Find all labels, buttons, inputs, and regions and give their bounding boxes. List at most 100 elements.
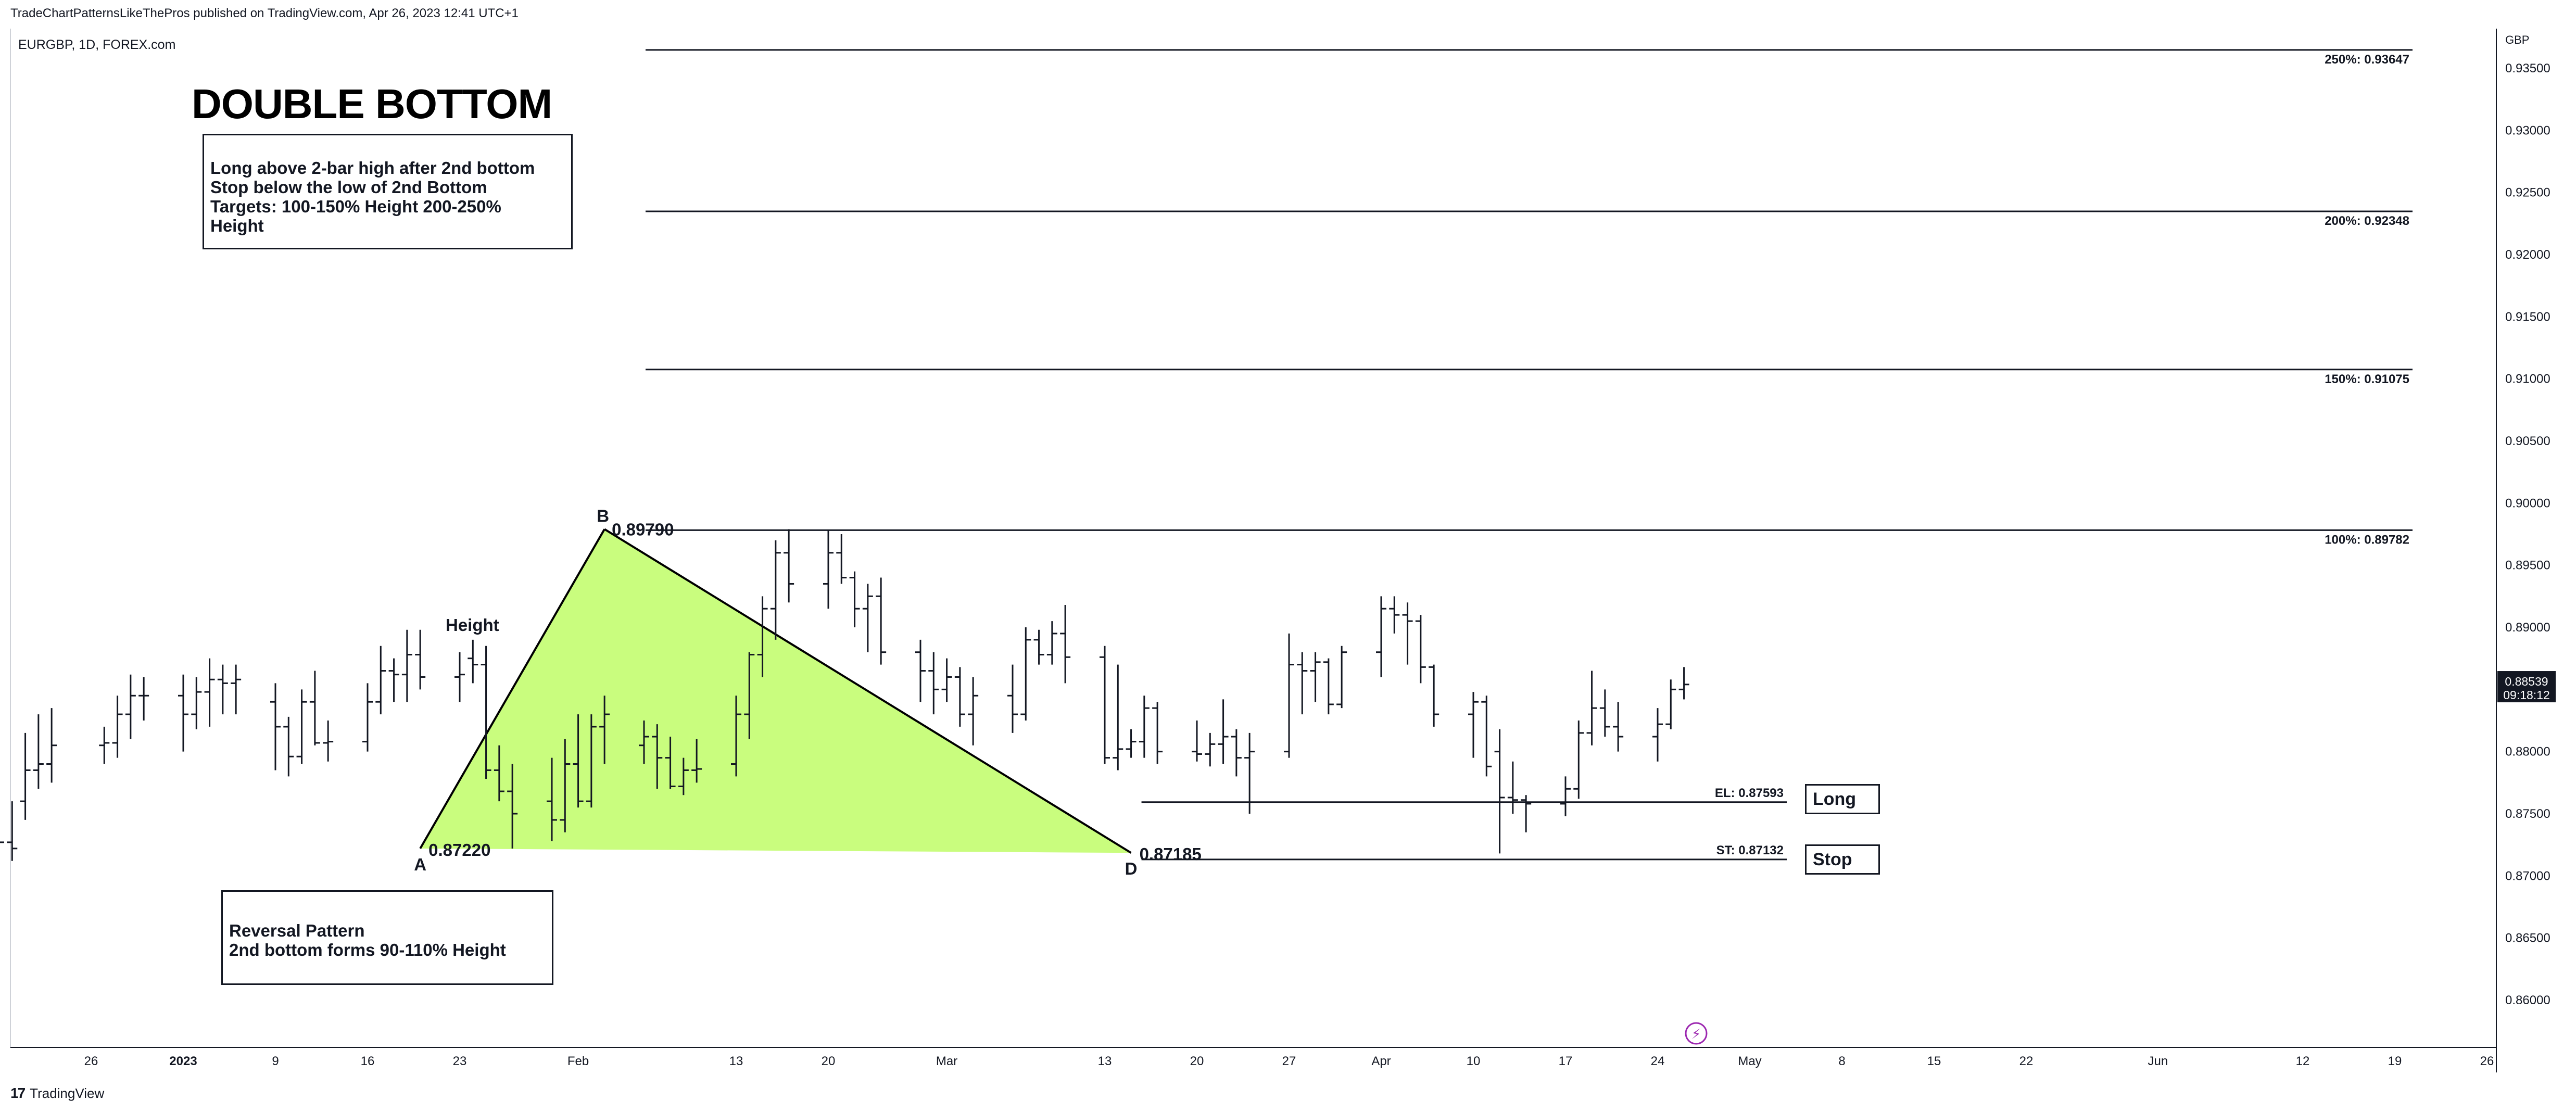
price-tick-label: 0.92000 (2505, 248, 2550, 262)
time-tick-label: 16 (361, 1054, 375, 1068)
ohlc-bar (1599, 689, 1610, 737)
ohlc-bar (1139, 696, 1150, 758)
reversal-line-2: 2nd bottom forms 90-110% Height (229, 940, 506, 959)
ohlc-bar (1481, 696, 1492, 777)
time-tick-label: 20 (822, 1054, 836, 1068)
ohlc-bar (862, 584, 873, 652)
ohlc-bar (599, 696, 610, 764)
time-tick-label: Feb (567, 1054, 589, 1068)
ohlc-bar (1284, 633, 1294, 758)
time-tick-label: May (1738, 1054, 1761, 1068)
ohlc-bar (178, 674, 188, 752)
last-price-value: 0.88539 (2505, 675, 2548, 688)
reversal-note-box[interactable]: Reversal Pattern 2nd bottom forms 90-110… (221, 890, 553, 985)
ohlc-bar (1678, 667, 1689, 700)
ohlc-bar (1376, 596, 1386, 677)
double-bottom-pattern-area (420, 529, 1131, 853)
ohlc-bar (639, 721, 649, 764)
target-level-label: 200%: 0.92348 (2325, 214, 2409, 228)
tradingview-brand: TradingView (30, 1085, 105, 1101)
price-tick-label: 0.86000 (2505, 993, 2550, 1007)
ohlc-bar (362, 683, 373, 752)
time-tick-label: 15 (1927, 1054, 1941, 1068)
price-tick-label: 0.91000 (2505, 372, 2550, 386)
ohlc-bar (468, 639, 478, 684)
point-a-label: A (414, 855, 426, 874)
ohlc-bar (1468, 692, 1479, 758)
time-tick-label: 13 (729, 1054, 743, 1068)
ohlc-bar (112, 696, 123, 758)
ohlc-bar (665, 737, 676, 789)
ohlc-bar (757, 596, 768, 677)
ohlc-bar (784, 529, 794, 603)
ohlc-bar (744, 652, 755, 739)
reversal-line-1: Reversal Pattern (229, 921, 365, 940)
time-axis[interactable]: 26 2023 9 16 23 Feb 13 20 Mar 13 20 27 Apr 10 17 24 May 8… (84, 1054, 2494, 1068)
ohlc-bar (1389, 596, 1400, 634)
ohlc-bar (1033, 629, 1044, 665)
point-d-price: 0.87185 (1140, 844, 1202, 864)
time-tick-label: 9 (272, 1054, 279, 1068)
time-tick-label: 20 (1190, 1054, 1204, 1068)
ohlc-bar (691, 739, 702, 783)
time-tick-label: 13 (1098, 1054, 1112, 1068)
ohlc-bar (678, 757, 689, 795)
price-tick-label: 0.89000 (2505, 621, 2550, 635)
ohlc-bar (652, 724, 663, 789)
ohlc-bar (1586, 671, 1597, 745)
ohlc-bar (1652, 708, 1663, 762)
time-tick-label: 22 (2019, 1054, 2034, 1068)
target-level-label: 100%: 0.89782 (2325, 533, 2409, 547)
ohlc-bar (191, 677, 202, 729)
ohlc-bar (415, 629, 426, 690)
ohlc-bar (323, 721, 334, 762)
ohlc-bar (1402, 602, 1413, 665)
time-tick-label: 10 (1467, 1054, 1481, 1068)
ohlc-bar (1297, 652, 1308, 715)
rules-line-1: Long above 2-bar high after 2nd bottom (210, 158, 535, 178)
price-tick-label: 0.93000 (2505, 123, 2550, 137)
ohlc-bar (573, 714, 584, 808)
entry-stop-lines: EL: 0.87593 ST: 0.87132 (1141, 786, 1787, 861)
ohlc-bar (1126, 729, 1137, 758)
entry-level-label: ST: 0.87132 (1716, 843, 1784, 857)
stop-tag[interactable]: Stop (1805, 844, 1880, 875)
alert-glyph: ⚡ (1691, 1026, 1701, 1042)
alert-icon[interactable]: ⚡ (1685, 1022, 1708, 1045)
ohlc-bar (547, 757, 557, 841)
time-tick-label: 12 (2296, 1054, 2310, 1068)
time-tick-label: 27 (1282, 1054, 1296, 1068)
target-level-lines: 250%: 0.93647 200%: 0.92348 150%: 0.91075 1… (646, 49, 2413, 547)
ohlc-bar (138, 677, 149, 721)
currency-label: GBP (2505, 33, 2529, 46)
rules-line-2: Stop below the low of 2nd Bottom (210, 178, 487, 197)
ohlc-bar (1244, 732, 1255, 814)
rules-note-box[interactable]: Long above 2-bar high after 2nd bottom S… (203, 134, 573, 249)
ohlc-bar (217, 664, 228, 715)
ohlc-bar (1415, 615, 1426, 684)
long-tag[interactable]: Long (1805, 784, 1880, 814)
ohlc-bar (125, 674, 136, 739)
time-tick-label: 17 (1559, 1054, 1573, 1068)
symbol-info[interactable]: EURGBP, 1D, FOREX.com (18, 37, 176, 52)
ohlc-bar (1494, 729, 1505, 854)
price-axis[interactable]: 0.93500 0.93000 0.92500 0.92000 0.91500 0.910… (2505, 61, 2550, 1007)
tradingview-footer[interactable]: 17 TradingView (10, 1085, 104, 1102)
pattern-line-bd (604, 528, 1132, 854)
time-tick-label: 26 (84, 1054, 98, 1068)
ohlc-bar (231, 664, 242, 715)
price-tick-label: 0.86500 (2505, 931, 2550, 945)
ohlc-bar (1521, 795, 1532, 832)
point-b-label: B (597, 506, 609, 525)
time-tick-label: 26 (2480, 1054, 2494, 1068)
time-tick-label: 24 (1651, 1054, 1665, 1068)
ohlc-bar (20, 732, 31, 820)
time-tick-label: 8 (1838, 1054, 1845, 1068)
ohlc-bar (401, 629, 412, 702)
ohlc-bar (560, 739, 571, 832)
rules-line-3: Targets: 100-150% Height 200-250% (210, 197, 501, 216)
ohlc-bar (0, 841, 4, 843)
ohlc-bar (968, 677, 979, 745)
ohlc-bar (46, 708, 57, 783)
